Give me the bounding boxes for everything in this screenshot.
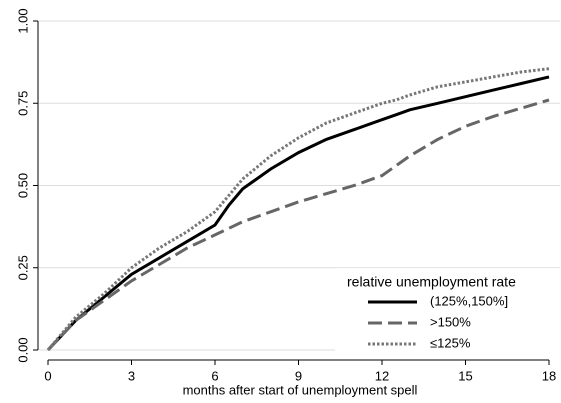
series-line — [46, 75, 550, 352]
y-tick-label: 0.50 — [15, 173, 30, 198]
series-line — [46, 98, 550, 352]
x-tick-label: 12 — [375, 368, 389, 383]
y-tick-label: 0.75 — [15, 91, 30, 116]
x-tick-label: 3 — [128, 368, 135, 383]
legend-label: >150% — [430, 314, 471, 329]
x-tick-label: 9 — [295, 368, 302, 383]
legend-label: (125%,150%] — [430, 293, 508, 308]
x-tick-label: 6 — [211, 368, 218, 383]
legend-label: ≤125% — [430, 335, 471, 350]
x-tick-label: 0 — [44, 368, 51, 383]
x-tick-label: 15 — [458, 368, 472, 383]
y-tick-label: 0.25 — [15, 255, 30, 280]
legend-box — [335, 268, 560, 356]
x-tick-label: 18 — [542, 368, 556, 383]
series-line — [46, 67, 550, 351]
y-tick-label: 1.00 — [15, 8, 30, 33]
legend-title: relative unemployment rate — [347, 274, 516, 290]
x-axis-label: months after start of unemployment spell — [183, 382, 418, 397]
y-tick-label: 0.00 — [15, 337, 30, 362]
